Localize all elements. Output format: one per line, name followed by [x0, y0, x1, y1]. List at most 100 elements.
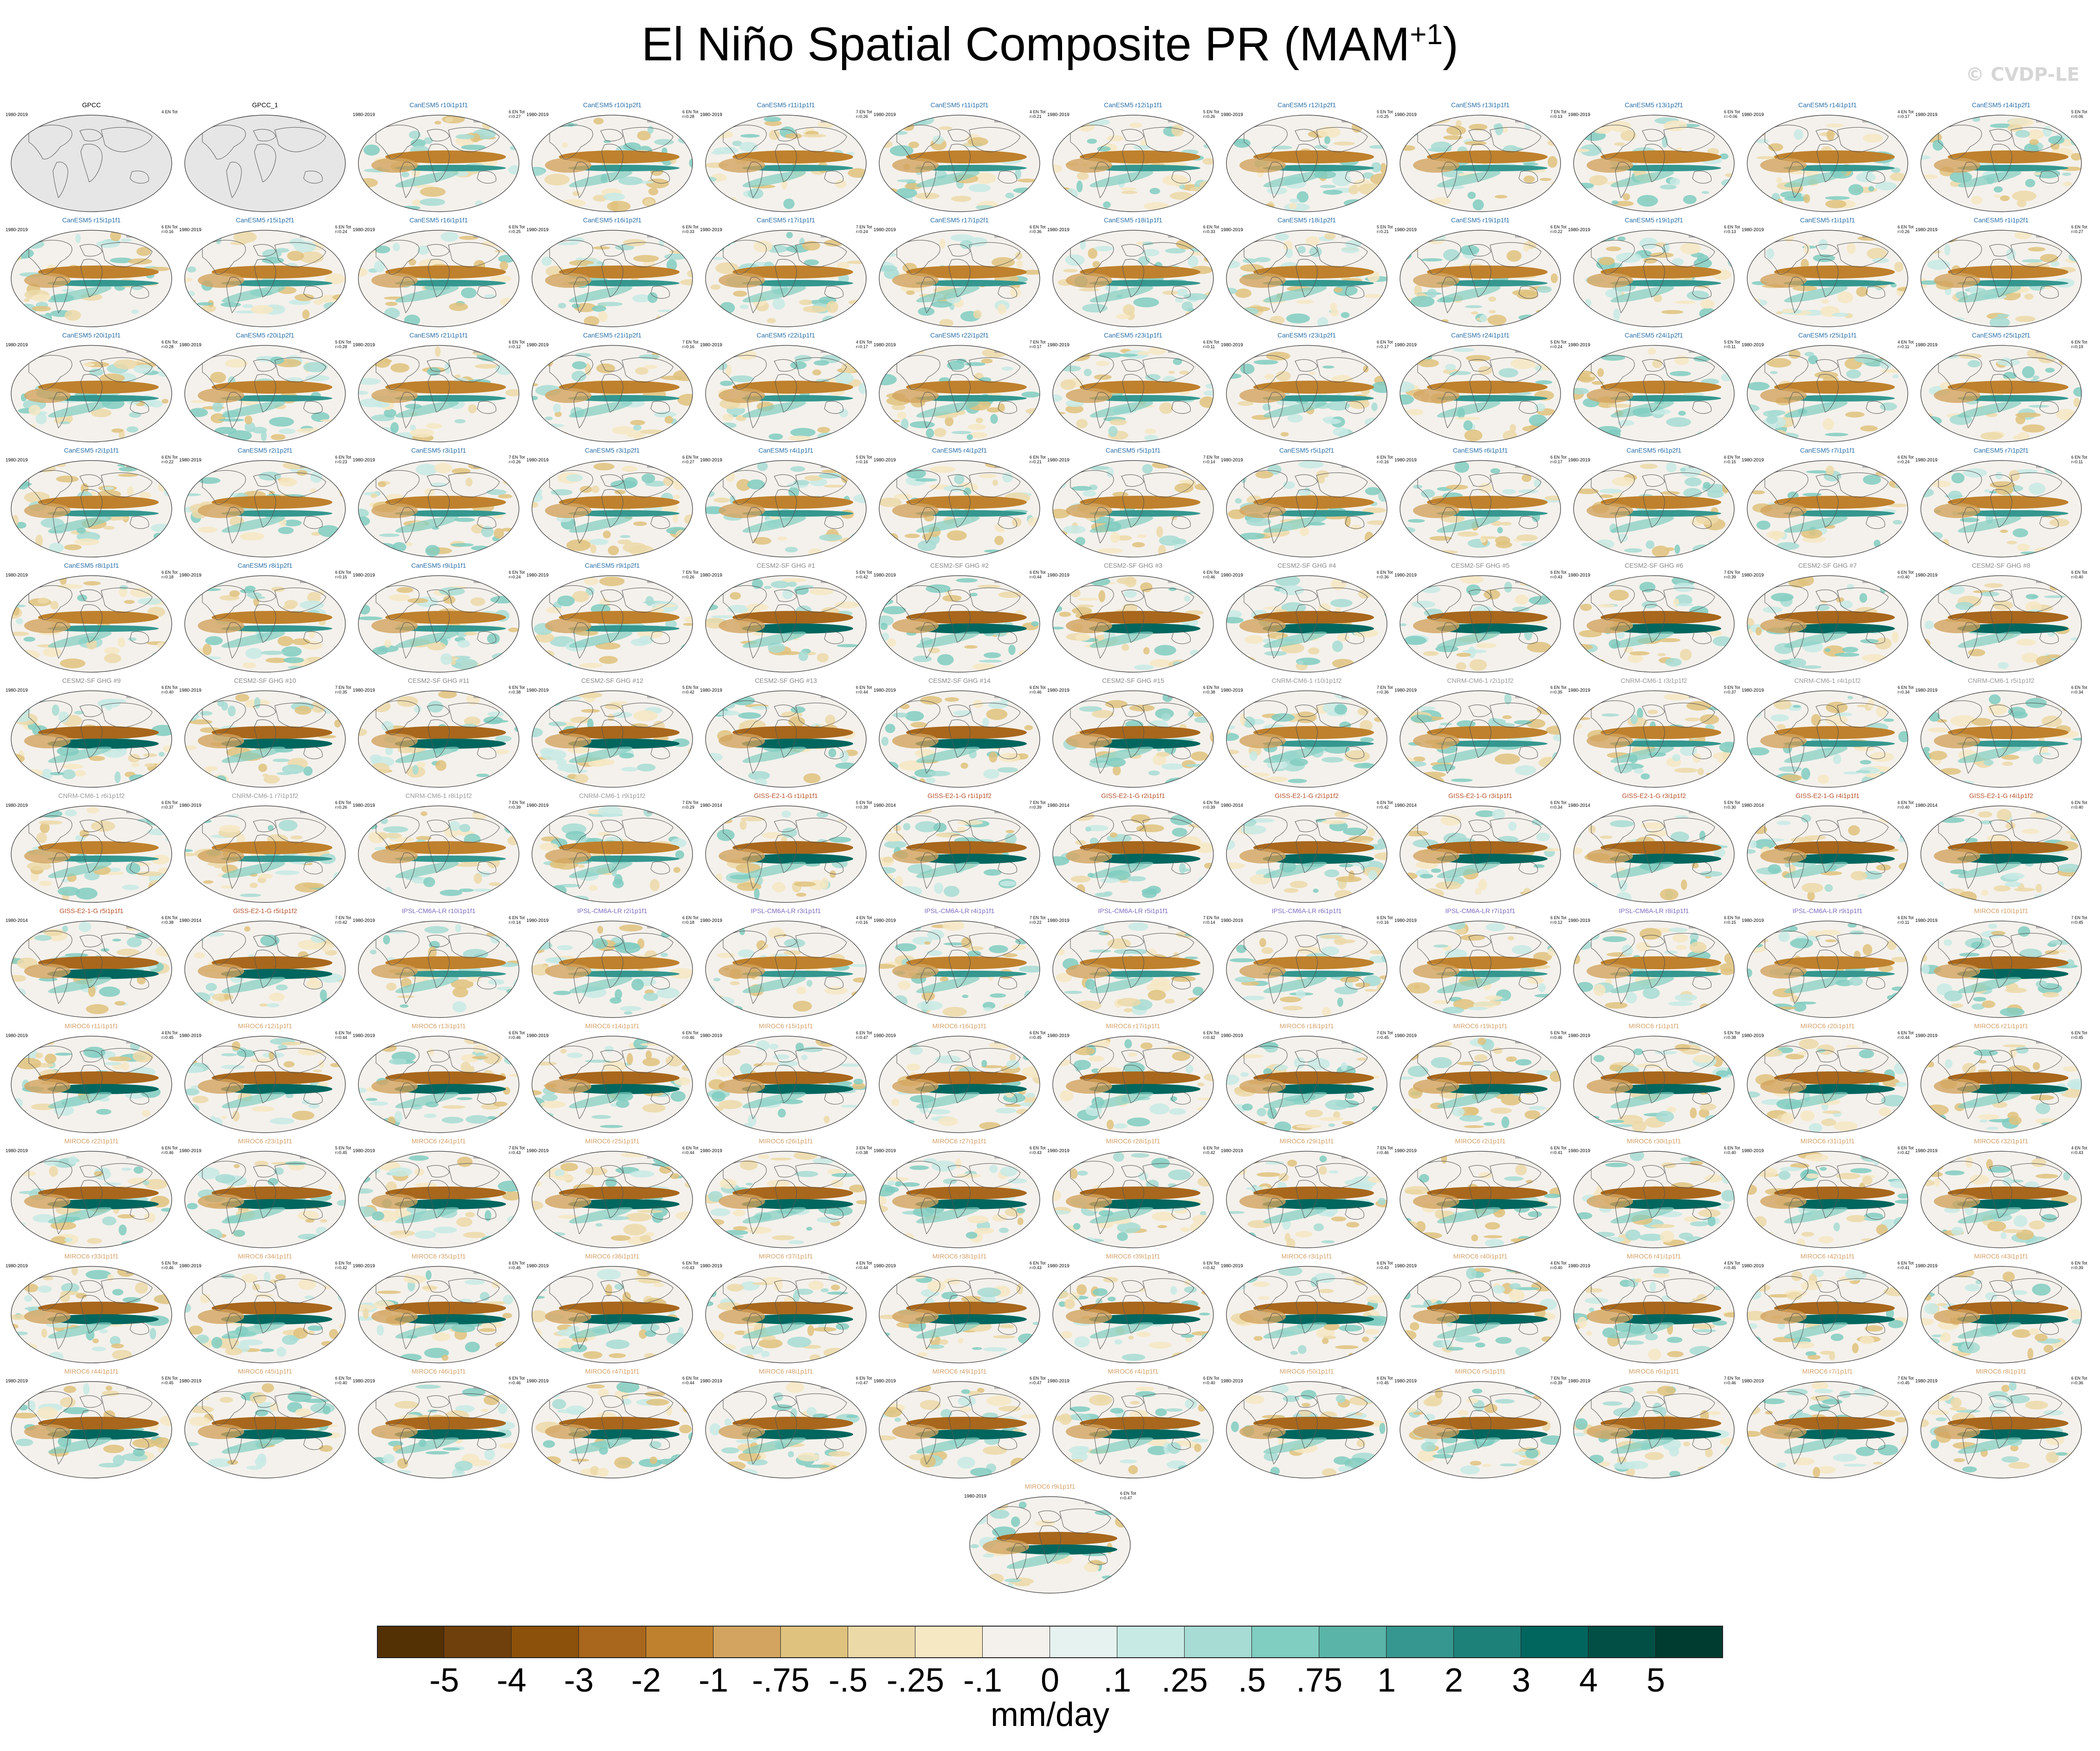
- map-panel: GISS-E2-1-G r4i1p1f1 1980-2014 6 EN Tot r=0…: [1741, 792, 1914, 908]
- map-panel: MIROC6 r18i1p1f1 1980-2019 7 EN Tot r=0.45: [1220, 1022, 1394, 1138]
- panel-stat-line: r=0.27: [682, 460, 694, 464]
- panel-years: 1980-2019: [1915, 458, 1938, 463]
- panel-map: [1573, 805, 1735, 903]
- panel-stat-line: r=0.23: [335, 460, 347, 464]
- panel-stat: 6 EN Tot r=0.39: [2071, 1261, 2090, 1270]
- panel-stat: 6 EN Tot r=0.23: [335, 455, 354, 464]
- panel-stat-line: 4 EN Tot: [1724, 1261, 1740, 1265]
- panel-years: 1980-2019: [1915, 1033, 1938, 1038]
- panel-stat: 7 EN Tot r=0.13: [1550, 110, 1569, 119]
- map-panel: MIROC6 r7i1p1f1 1980-2019 7 EN Tot r=0.45: [1741, 1368, 1914, 1484]
- panel-stat-line: 6 EN Tot: [1377, 1376, 1393, 1381]
- panel-stat-line: r=0.39: [1203, 805, 1215, 810]
- panel-stat-line: r=0.43: [1030, 1265, 1042, 1270]
- panel-map: [705, 1151, 867, 1248]
- panel-years: 1980-2019: [353, 458, 375, 463]
- panel-years: 1980-2019: [1394, 1264, 1417, 1269]
- panel-stat-line: r=0.47: [1030, 1381, 1042, 1385]
- map-panel: IPSL-CM6A-LR r4i1p1f1 1980-2019 7 EN Tot r=…: [873, 907, 1046, 1023]
- panel-stat-line: r=0.18: [682, 920, 694, 925]
- panel-stat-line: 6 EN Tot: [509, 225, 525, 229]
- map-panel: MIROC6 r36i1p1f1 1980-2019 6 EN Tot r=0.43: [525, 1252, 699, 1368]
- map-panel: CanESM5 r19i1p2f1 1980-2019 6 EN Tot r=0.13: [1567, 216, 1741, 332]
- panel-stat-line: r=0.24: [335, 229, 347, 234]
- panel-map: [879, 690, 1040, 788]
- panel-stat: 5 EN Tot r=0.38: [1724, 1031, 1743, 1040]
- map-panel: CanESM5 r13i1p2f1 1980-2019 6 EN Tot r=-0.0…: [1567, 101, 1741, 217]
- panel-stat-line: r=0.14: [1203, 920, 1215, 925]
- panel-stat-line: r=0.38: [856, 1150, 868, 1155]
- map-panel: MIROC6 r30i1p1f1 1980-2019 6 EN Tot r=0.40: [1567, 1137, 1741, 1253]
- map-panel: MIROC6 r47i1p1f1 1980-2019 6 EN Tot r=0.44: [525, 1368, 699, 1484]
- panel-years: 1980-2019: [700, 458, 722, 463]
- panel-years: 1980-2019: [1394, 227, 1417, 233]
- panel-stat-line: r=0.26: [335, 805, 347, 810]
- colorbar-tick-label: -.75: [752, 1662, 810, 1699]
- panel-stat: 6 EN Tot r=0.42: [1377, 800, 1395, 810]
- panel-stat: 7 EN Tot r=0.45: [2071, 915, 2090, 925]
- panel-map: [1920, 575, 2082, 673]
- panel-years: 1980-2019: [874, 918, 896, 923]
- panel-stat: 6 EN Tot r=0.37: [162, 800, 180, 810]
- panel-stat-line: 6 EN Tot: [1898, 455, 1914, 460]
- map-panel: CESM2-SF GHG #8 1980-2019 6 EN Tot r=0.40: [1914, 562, 2088, 678]
- colorbar-tick-label: .5: [1238, 1662, 1266, 1699]
- panel-title: CanESM5 r5i1p2f1: [1279, 447, 1335, 454]
- panel-map: [358, 921, 519, 1018]
- panel-title: MIROC6 r2i1p1f1: [1455, 1137, 1506, 1145]
- panel-title: CanESM5 r9i1p2f1: [584, 562, 640, 569]
- panel-stat-line: r=0.26: [1898, 229, 1910, 234]
- panel-stat-line: r=0.42: [1203, 1150, 1215, 1155]
- panel-stat: 6 EN Tot r=0.19: [2071, 340, 2090, 349]
- panel-stat: 6 EN Tot r=0.38: [509, 685, 527, 694]
- panel-stat-line: 6 EN Tot: [1120, 1491, 1136, 1496]
- panel-years: 1980-2019: [353, 343, 375, 348]
- panel-years: 1980-2019: [353, 112, 375, 117]
- panel-stat-line: 5 EN Tot: [2071, 110, 2087, 114]
- panel-years: 1980-2019: [179, 343, 201, 348]
- panel-map: [1052, 1036, 1214, 1133]
- panel-years: 1980-2019: [1394, 688, 1417, 693]
- panel-map: [1226, 115, 1387, 212]
- map-panel: CanESM5 r8i1p2f1 1980-2019 6 EN Tot r=0.15: [178, 562, 352, 678]
- panel-stat-line: r=0.39: [856, 805, 868, 810]
- panel-stat-line: r=0.35: [1550, 690, 1562, 694]
- map-panel: CanESM5 r11i1p2f1 1980-2019 4 EN Tot r=0.21: [873, 101, 1046, 217]
- panel-years: 1980-2019: [353, 1033, 375, 1038]
- panel-stat-line: 6 EN Tot: [682, 1376, 699, 1381]
- map-panel: CanESM5 r21i1p1f1 1980-2019 6 EN Tot r=0.12: [352, 331, 525, 447]
- panel-years: 1980-2019: [874, 688, 896, 693]
- panel-title: CanESM5 r23i1p2f1: [1277, 331, 1336, 339]
- panel-years: 1980-2019: [700, 1148, 722, 1154]
- panel-map: [1226, 1381, 1387, 1479]
- panel-stat-line: r=0.33: [1203, 229, 1215, 234]
- panel-stat-line: 5 EN Tot: [162, 1261, 178, 1265]
- panel-stat: 6 EN Tot r=0.44: [856, 685, 875, 694]
- panel-title: MIROC6 r24i1p1f1: [411, 1137, 466, 1145]
- map-panel: MIROC6 r43i1p1f1 1980-2019 6 EN Tot r=0.39: [1914, 1252, 2088, 1368]
- map-panel: CanESM5 r12i1p1f1 1980-2019 5 EN Tot r=0.26: [1046, 101, 1220, 217]
- panel-map: [1400, 1151, 1561, 1248]
- panel-map: [1747, 1266, 1908, 1363]
- panel-title: MIROC6 r12i1p1f1: [238, 1022, 292, 1030]
- panel-years: 1980-2019: [526, 1264, 549, 1269]
- panel-title: CESM2-SF GHG #13: [755, 677, 817, 684]
- panel-map: [531, 690, 693, 788]
- panel-stat-line: 6 EN Tot: [1550, 455, 1567, 460]
- panel-stat-line: 6 EN Tot: [1898, 685, 1914, 690]
- map-panel: CNRM-CM6-1 r5i1p1f2 1980-2019 6 EN Tot r=0.…: [1914, 677, 2088, 793]
- map-panel: GISS-E2-1-G r5i1p1f1 1980-2014 6 EN Tot r=0…: [5, 907, 178, 1023]
- panel-map: [1573, 1266, 1735, 1363]
- panel-stat-line: 5 EN Tot: [335, 340, 351, 344]
- panel-map: [1747, 345, 1908, 442]
- panel-stat-line: 6 EN Tot: [2071, 340, 2087, 344]
- map-panel: CESM2-SF GHG #14 1980-2019 6 EN Tot r=0.46: [873, 677, 1046, 793]
- panel-stat-line: r=0.36: [1377, 690, 1389, 694]
- map-panel: GPCC_1: [178, 101, 352, 217]
- panel-years: 1980-2014: [1915, 803, 1938, 808]
- map-panel: CESM2-SF GHG #3 1980-2019 6 EN Tot r=0.46: [1046, 562, 1220, 678]
- panel-years: 1980-2019: [179, 803, 201, 808]
- map-panel: CanESM5 r5i1p2f1 1980-2019 6 EN Tot r=0.16: [1220, 447, 1394, 563]
- panel-stat: 6 EN Tot r=0.38: [1203, 685, 1222, 694]
- map-panel: MIROC6 r11i1p1f1 1980-2019 4 EN Tot r=0.45: [5, 1022, 178, 1138]
